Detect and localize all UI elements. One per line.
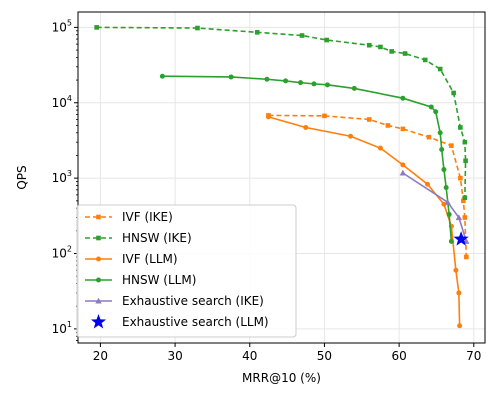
- legend-item: Exhaustive search (LLM): [90, 314, 269, 329]
- data-point: [451, 90, 456, 96]
- data-point: [455, 214, 463, 221]
- data-point: [453, 267, 459, 273]
- data-point: [159, 73, 165, 79]
- data-layer: [94, 25, 470, 329]
- series-line: [96, 26, 467, 198]
- y-tick-label: 102: [52, 245, 72, 261]
- x-tick-label: 40: [242, 349, 257, 363]
- legend-item: HNSW (LLM): [85, 273, 196, 287]
- data-point: [458, 175, 463, 181]
- data-point: [324, 37, 329, 43]
- data-point: [324, 82, 330, 88]
- legend-marker: [96, 214, 101, 220]
- data-point: [449, 143, 454, 148]
- data-point: [389, 49, 394, 54]
- data-point: [453, 231, 469, 246]
- data-point: [378, 44, 383, 50]
- data-point: [400, 126, 406, 132]
- legend-item: Exhaustive search (IKE): [85, 294, 264, 308]
- series-line: [402, 172, 468, 242]
- data-point: [457, 323, 463, 329]
- x-tick-label: 20: [93, 349, 108, 363]
- x-tick-label: 50: [317, 349, 332, 363]
- x-axis-label: MRR@10 (%): [242, 371, 321, 385]
- data-point: [424, 181, 430, 187]
- data-point: [298, 80, 304, 86]
- data-point: [464, 254, 469, 260]
- legend: IVF (IKE) HNSW (IKE) IVF (LLM) HNSW (LLM) Ex…: [76, 204, 297, 338]
- data-point: [441, 201, 447, 207]
- y-tick-label: 105: [52, 18, 72, 34]
- data-point: [348, 133, 354, 139]
- series-5: [453, 231, 469, 246]
- data-point: [399, 169, 407, 176]
- data-point: [400, 162, 406, 168]
- legend-label: IVF (LLM): [122, 252, 178, 266]
- legend-marker: [90, 314, 107, 329]
- x-tick-label: 30: [167, 349, 182, 363]
- legend-label: Exhaustive search (IKE): [122, 294, 264, 308]
- data-point: [426, 134, 432, 140]
- data-point: [437, 66, 443, 72]
- data-point: [439, 146, 445, 152]
- data-point: [366, 117, 372, 122]
- legend-marker: [96, 256, 101, 262]
- data-point: [94, 25, 99, 30]
- data-point: [400, 95, 406, 101]
- legend-item: HNSW (IKE): [85, 231, 192, 245]
- data-point: [351, 85, 357, 91]
- data-point: [322, 113, 327, 119]
- data-point: [283, 78, 289, 84]
- legend-marker: [95, 297, 102, 304]
- data-point: [366, 42, 372, 48]
- y-tick-label: 101: [52, 320, 72, 336]
- data-point: [443, 185, 449, 191]
- data-point: [385, 123, 391, 128]
- data-point: [463, 158, 468, 164]
- data-point: [228, 74, 234, 80]
- data-point: [461, 198, 466, 204]
- x-tick-label: 60: [391, 349, 406, 363]
- data-point: [422, 57, 428, 63]
- data-point: [402, 51, 408, 56]
- legend-box: [76, 204, 297, 338]
- data-point: [462, 195, 468, 201]
- legend-marker: [96, 277, 101, 283]
- data-point: [441, 167, 447, 173]
- data-point: [195, 25, 200, 31]
- tick-layer: 20 30 40 50 60 70 101 102 103 104 105: [52, 18, 482, 363]
- legend-label: HNSW (LLM): [122, 273, 196, 287]
- data-point: [446, 211, 452, 217]
- data-point: [462, 139, 468, 145]
- data-point: [433, 109, 439, 115]
- data-point: [265, 114, 271, 120]
- data-point: [311, 81, 317, 87]
- data-point: [299, 33, 305, 38]
- data-point: [428, 104, 434, 110]
- data-point: [303, 124, 309, 130]
- y-axis-label: QPS: [15, 165, 29, 189]
- legend-marker: [96, 235, 101, 241]
- data-point: [448, 238, 454, 244]
- legend-label: HNSW (IKE): [122, 231, 192, 245]
- x-tick-label: 70: [466, 349, 481, 363]
- data-point: [444, 198, 451, 205]
- y-tick-label: 104: [52, 94, 72, 110]
- data-point: [264, 76, 270, 82]
- data-point: [458, 125, 463, 130]
- y-tick-label: 103: [52, 169, 72, 185]
- data-point: [254, 30, 260, 35]
- data-point: [437, 130, 443, 136]
- legend-item: IVF (LLM): [85, 252, 178, 266]
- series-1: [94, 25, 468, 201]
- data-point: [462, 215, 468, 220]
- data-point: [377, 145, 383, 151]
- data-point: [456, 290, 462, 296]
- legend-label: Exhaustive search (LLM): [122, 315, 269, 329]
- legend-item: IVF (IKE): [85, 210, 173, 224]
- legend-label: IVF (IKE): [122, 210, 173, 224]
- plot-frame: [77, 11, 486, 344]
- series-3: [159, 73, 454, 244]
